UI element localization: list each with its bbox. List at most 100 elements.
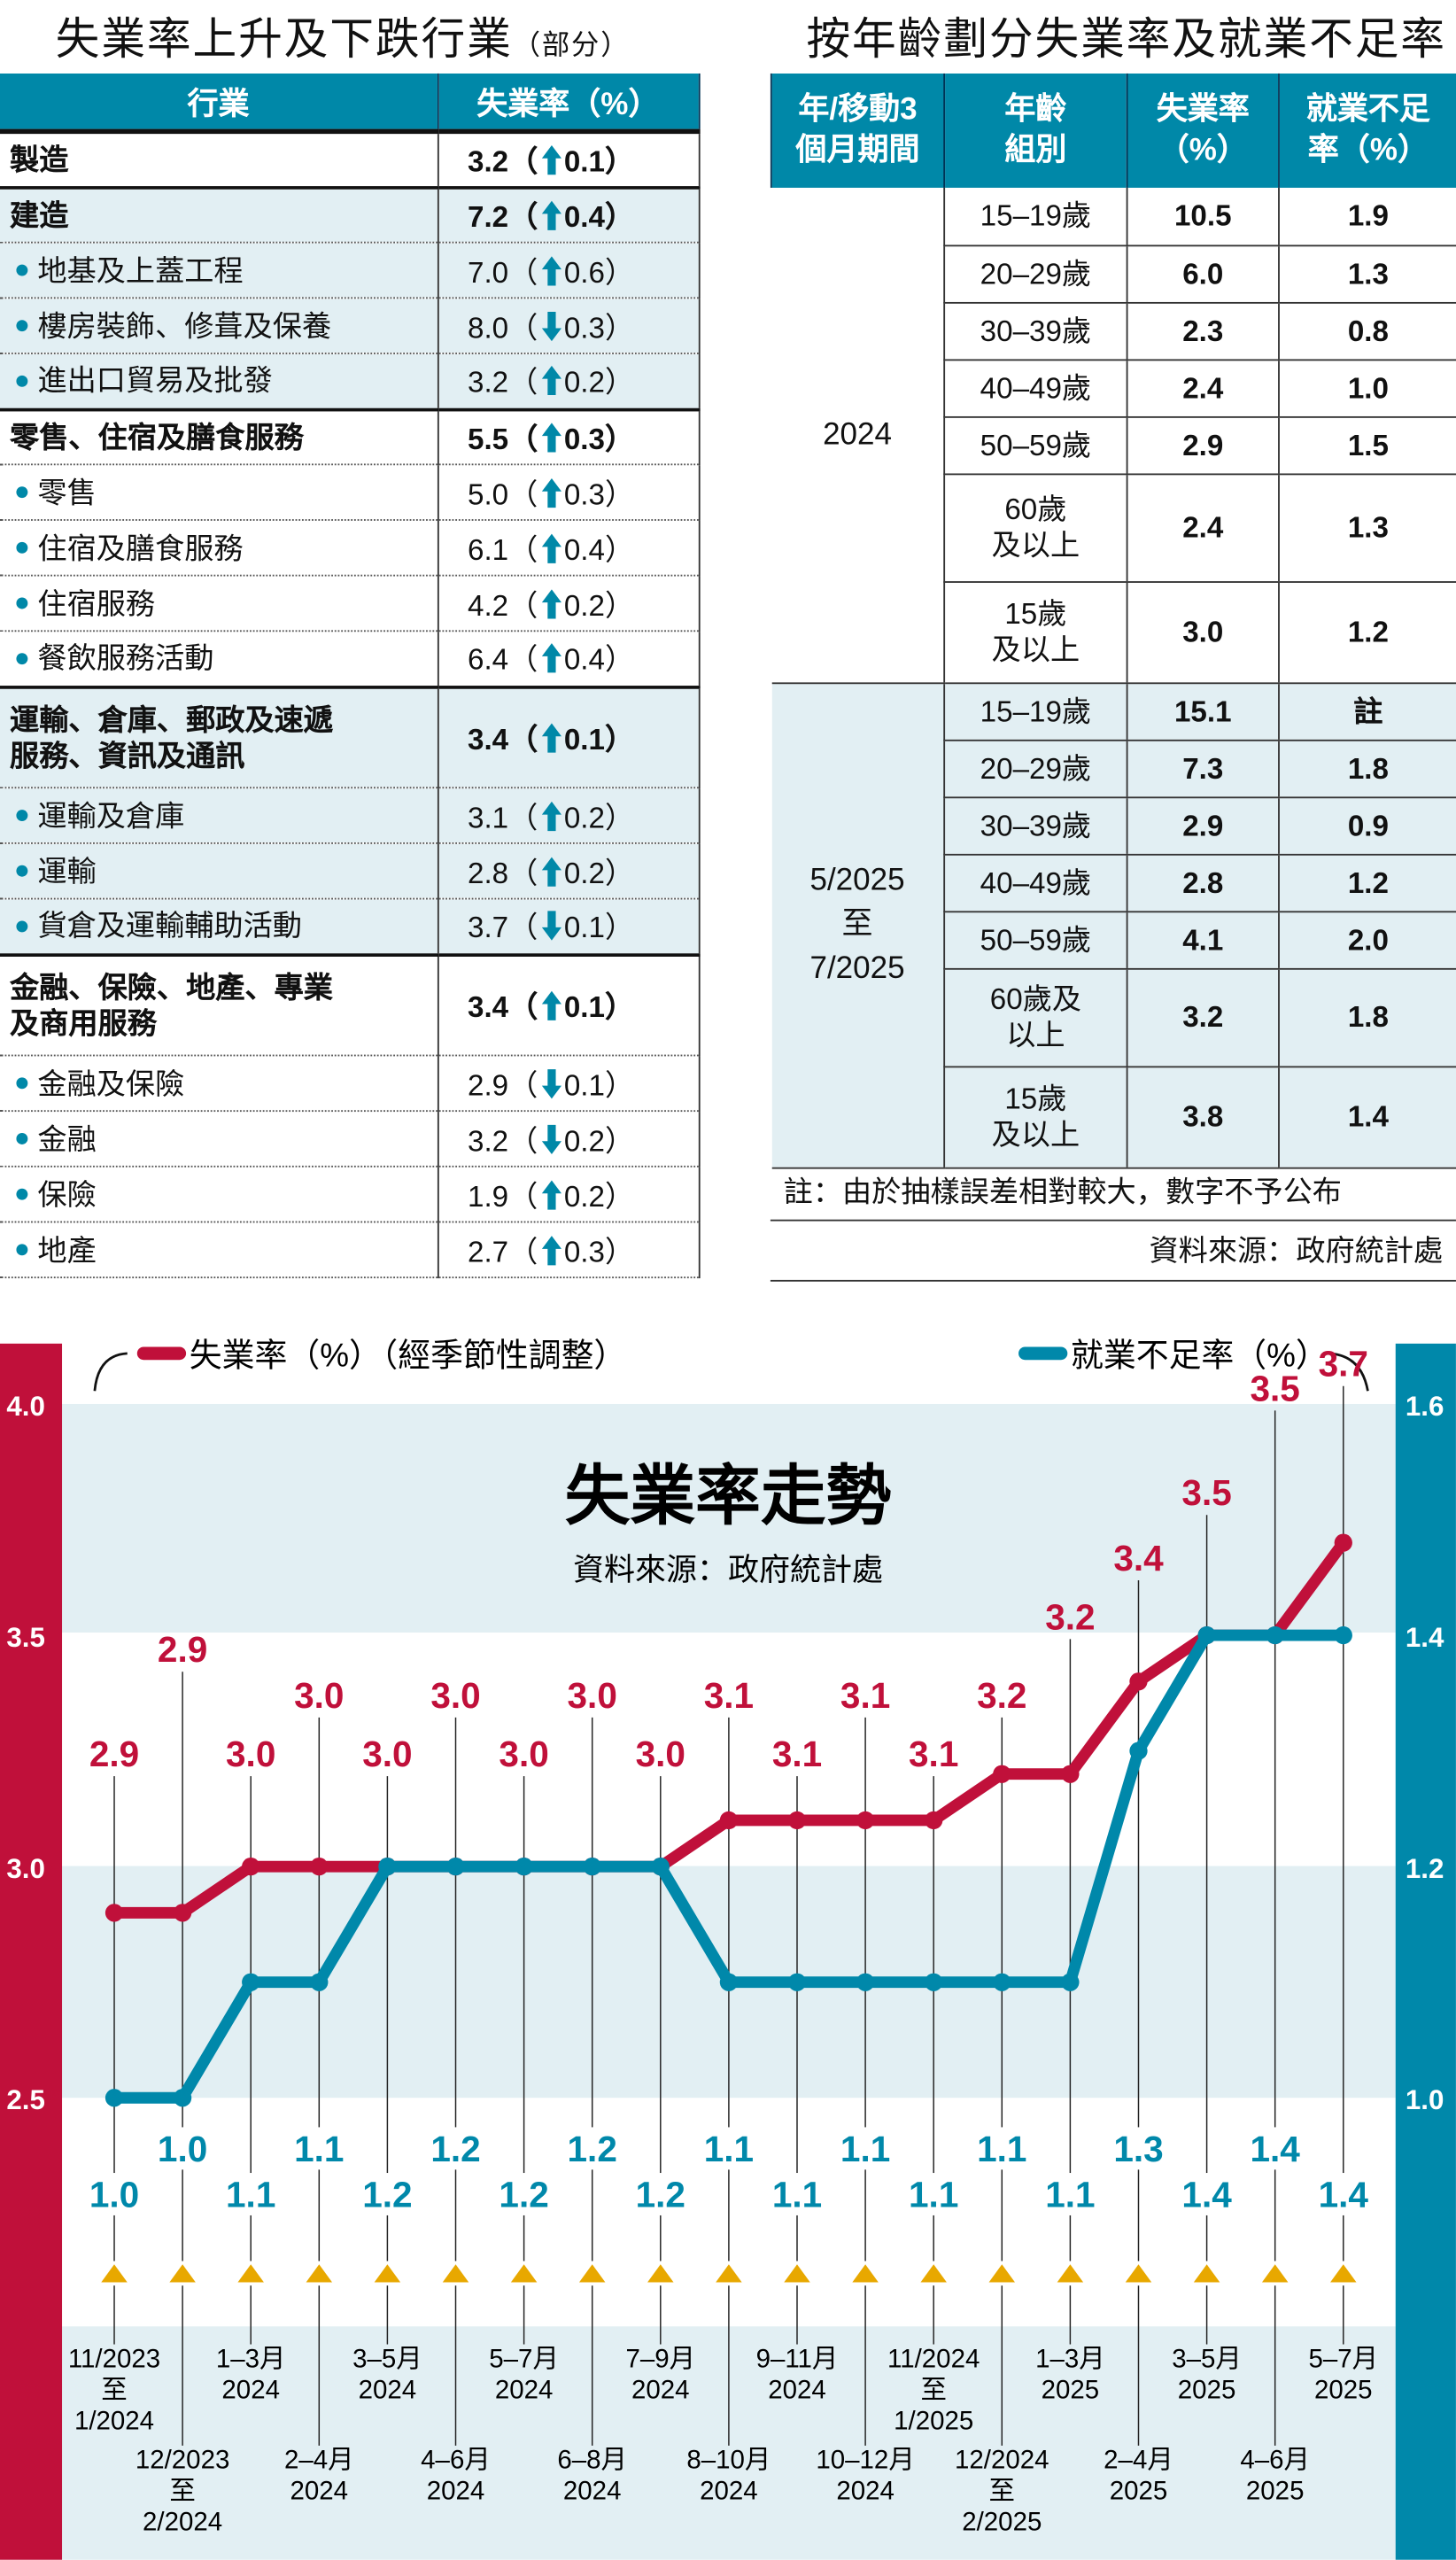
period-label: 2024 — [823, 417, 892, 453]
rate-change: 0.2 — [563, 366, 605, 400]
underemployment-data-label: 1.3 — [1113, 2129, 1163, 2169]
label-background — [833, 2127, 898, 2170]
industry-cell: 金融、保險、地產、專業 及商用服務 — [0, 952, 438, 1057]
underemployment-rate-cell: 1.9 — [1278, 187, 1456, 246]
age-label: 15歲 — [1004, 1082, 1067, 1115]
underemployment-point — [105, 2089, 124, 2107]
unemployment-rate-cell: 4.1 — [1126, 911, 1279, 969]
x-tick-marker-icon — [647, 2264, 674, 2283]
arrow-up-icon — [541, 1235, 561, 1265]
rate-change: 0.3 — [563, 311, 605, 344]
x-axis-label: 2024 — [768, 2375, 826, 2404]
x-axis-label: 6–8月 — [557, 2446, 627, 2475]
x-tick-marker-icon — [442, 2264, 469, 2283]
label-background — [491, 2173, 557, 2215]
column-header-line: （%） — [1158, 134, 1248, 168]
x-axis-label: 5–7月 — [489, 2344, 559, 2373]
column-header: 年齡 組別 — [943, 73, 1127, 188]
industry-cell: 地基及上蓋工程 — [0, 242, 438, 299]
x-tick-marker-icon — [988, 2264, 1016, 2283]
x-axis-label: 9–11月 — [756, 2344, 839, 2373]
arrow-up-icon — [541, 800, 561, 831]
bullet-icon — [16, 1244, 28, 1256]
x-axis-label: 8–10月 — [686, 2446, 771, 2475]
x-axis-label: 2–4月 — [1104, 2446, 1173, 2475]
rate-change: 0.1 — [563, 1068, 605, 1102]
rate-value: 1.9 — [468, 1179, 509, 1213]
industry-label: 樓房裝飾、修葺及保養 — [37, 309, 332, 343]
rate-change: 0.1 — [563, 911, 605, 944]
column-header-line: 率（%） — [1307, 134, 1429, 168]
x-axis-label: 2024 — [290, 2477, 349, 2506]
rate-change: 0.1 — [563, 722, 605, 756]
label-background — [150, 2127, 215, 2170]
rate-value: 8.0 — [468, 311, 509, 344]
unemployment-rate-cell: 2.3 — [1126, 301, 1279, 361]
unemployment-data-label: 2.9 — [158, 1629, 207, 1670]
age-label: 及以上 — [991, 529, 1080, 562]
industry-cell: 樓房裝飾、修葺及保養 — [0, 298, 438, 354]
age-cell: 15歲 及以上 — [943, 1066, 1127, 1168]
left-table-title: 失業率上升及下跌行業（部分） — [56, 4, 631, 67]
table-row: 地產 2.7（ 0.3） — [0, 1222, 700, 1279]
unemployment-data-label: 3.0 — [430, 1675, 480, 1716]
rate-change: 0.3 — [563, 477, 605, 510]
rate-value: 6.4 — [468, 643, 509, 677]
arrow-down-icon — [541, 1068, 561, 1098]
x-axis-label: 2025 — [1246, 2477, 1305, 2506]
label-background — [1105, 2127, 1172, 2170]
left-axis-tick: 3.5 — [6, 1622, 45, 1653]
industry-cell: 餐飲服務活動 — [0, 631, 438, 687]
industry-cell: 運輸及倉庫 — [0, 787, 438, 844]
unemployment-point — [719, 1811, 739, 1830]
unemployment-rate-cell: 2.9 — [1126, 796, 1279, 855]
underemployment-point — [1061, 1973, 1080, 1991]
industry-label-line: 及商用服務 — [10, 1006, 157, 1040]
industry-label: 住宿及膳食服務 — [37, 531, 244, 564]
table-row: 保險 1.9（ 0.2） — [0, 1166, 700, 1223]
unemployment-rate-cell: 3.2 — [1126, 967, 1279, 1067]
table-row: 60歲及 以上 3.2 1.8 — [771, 967, 1456, 1067]
table-row: 5/2025 至 7/2025 15–19歲 15.1 註 — [771, 682, 1456, 1168]
underemployment-data-label: 1.2 — [499, 2175, 548, 2215]
x-tick-marker-icon — [578, 2264, 606, 2283]
bullet-icon — [16, 320, 28, 332]
underemployment-rate-cell: 0.9 — [1278, 796, 1456, 855]
x-tick-marker-icon — [1125, 2264, 1152, 2283]
table-row: 住宿及膳食服務 6.1（ 0.4） — [0, 519, 700, 577]
background-band — [62, 1403, 1396, 1633]
unemployment-rate-cell: 3.8 — [1126, 1066, 1279, 1168]
underemployment-point — [310, 1973, 329, 1991]
label-background — [81, 2173, 147, 2215]
underemployment-rate-cell: 1.2 — [1278, 853, 1456, 912]
x-axis-label: 2025 — [1178, 2375, 1236, 2404]
x-axis-label: 1–3月 — [1035, 2344, 1105, 2373]
bullet-icon — [16, 1133, 28, 1145]
underemployment-rate-cell: 1.3 — [1278, 244, 1456, 303]
table-row: 住宿服務 4.2（ 0.2） — [0, 575, 700, 632]
arrow-up-icon — [541, 477, 561, 508]
arrow-down-icon — [541, 1123, 561, 1154]
arrow-up-icon — [541, 366, 561, 396]
underemployment-rate-cell: 1.3 — [1278, 473, 1456, 583]
rate-cell: 5.5（ 0.3） — [437, 407, 700, 466]
column-header-industry: 行業 — [0, 73, 438, 135]
right-axis-tick: 1.4 — [1406, 1622, 1444, 1653]
age-cell: 20–29歲 — [943, 244, 1127, 303]
age-label: 15歲 — [1004, 597, 1067, 631]
rate-cell: 5.0（ 0.3） — [437, 464, 700, 521]
industry-cell: 地產 — [0, 1222, 438, 1279]
rate-value: 3.4 — [468, 722, 509, 756]
rate-change: 0.3 — [563, 422, 605, 455]
rate-value: 2.9 — [468, 1068, 509, 1102]
unemployment-point — [1334, 1533, 1352, 1552]
x-axis-label: 2024 — [221, 2375, 280, 2404]
period-label: 7/2025 — [809, 951, 905, 987]
label-background — [218, 2173, 284, 2215]
underemployment-data-label: 1.2 — [568, 2129, 617, 2169]
rate-value: 3.2 — [468, 366, 509, 400]
arrow-up-icon — [541, 990, 561, 1020]
table-row: 運輸及倉庫 3.1（ 0.2） — [0, 787, 700, 844]
label-background — [696, 2127, 762, 2170]
underemployment-data-label: 1.0 — [158, 2129, 207, 2169]
